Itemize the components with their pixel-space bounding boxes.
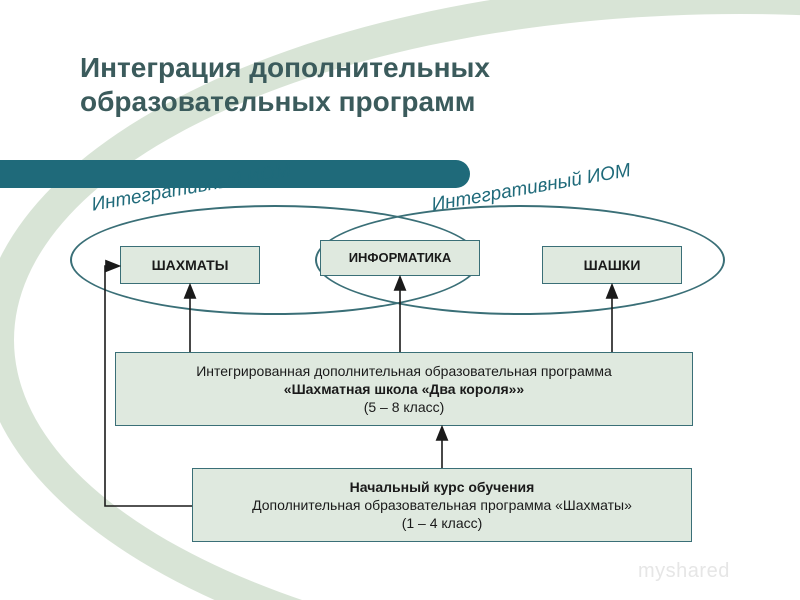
program-line2: «Шахматная школа «Два короля»»: [284, 380, 524, 398]
node-informatics: ИНФОРМАТИКА: [320, 240, 480, 276]
diagram-stage: Интеграция дополнительных образовательны…: [0, 0, 800, 600]
watermark-text: myshared: [638, 560, 730, 583]
page-title-line2: образовательных программ: [80, 86, 476, 118]
initial-line1: Начальный курс обучения: [350, 478, 535, 496]
node-initial-course: Начальный курс обучения Дополнительная о…: [192, 468, 692, 542]
node-checkers: ШАШКИ: [542, 246, 682, 284]
program-line3: (5 – 8 класс): [364, 398, 445, 416]
node-integrated-program: Интегрированная дополнительная образоват…: [115, 352, 693, 426]
page-title-line1: Интеграция дополнительных: [80, 52, 490, 84]
node-chess: ШАХМАТЫ: [120, 246, 260, 284]
node-checkers-label: ШАШКИ: [584, 256, 641, 274]
program-line1: Интегрированная дополнительная образоват…: [196, 362, 612, 380]
initial-line2: Дополнительная образовательная программа…: [252, 496, 632, 514]
node-chess-label: ШАХМАТЫ: [152, 256, 229, 274]
initial-line3: (1 – 4 класс): [402, 514, 483, 532]
node-informatics-label: ИНФОРМАТИКА: [349, 250, 452, 267]
